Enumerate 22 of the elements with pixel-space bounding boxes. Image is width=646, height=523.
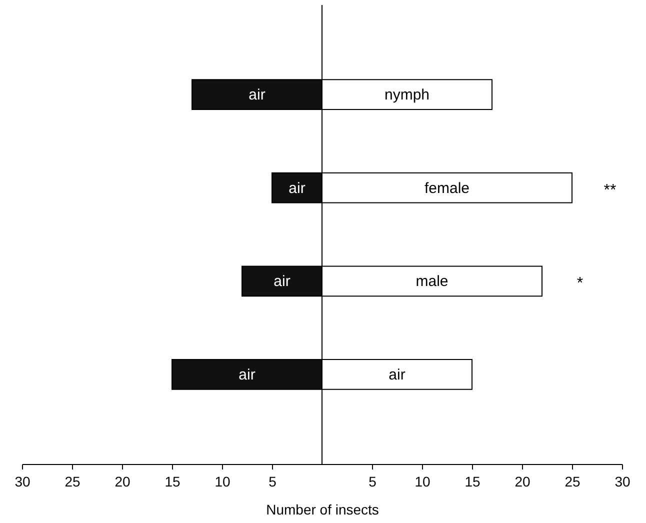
annotation: * — [576, 275, 584, 292]
data-label: air — [288, 180, 306, 197]
x-tick-label: 20 — [514, 474, 530, 490]
x-tick-label: 10 — [414, 474, 430, 490]
x-tick-label: 15 — [164, 474, 180, 490]
x-axis-title: Number of insects — [266, 502, 379, 518]
x-tick-label: 10 — [214, 474, 230, 490]
x-tick-label: 25 — [564, 474, 580, 490]
x-tick-label: 5 — [368, 474, 377, 490]
y-tick-label: nymph — [384, 86, 430, 104]
y-tick-label: male — [416, 273, 448, 290]
x-tick-label: 15 — [464, 474, 480, 490]
x-tick-label: 30 — [14, 474, 30, 490]
data-label: air — [274, 273, 290, 290]
x-tick-label: 25 — [64, 474, 80, 490]
y-tick-label: female — [424, 180, 470, 197]
data-label: air — [248, 86, 266, 104]
x-tick-label: 20 — [114, 474, 130, 490]
x-tick-label: 5 — [268, 474, 277, 490]
annotation: ** — [604, 182, 616, 199]
data-label: air — [238, 366, 256, 384]
x-tick-label: 30 — [614, 474, 630, 490]
